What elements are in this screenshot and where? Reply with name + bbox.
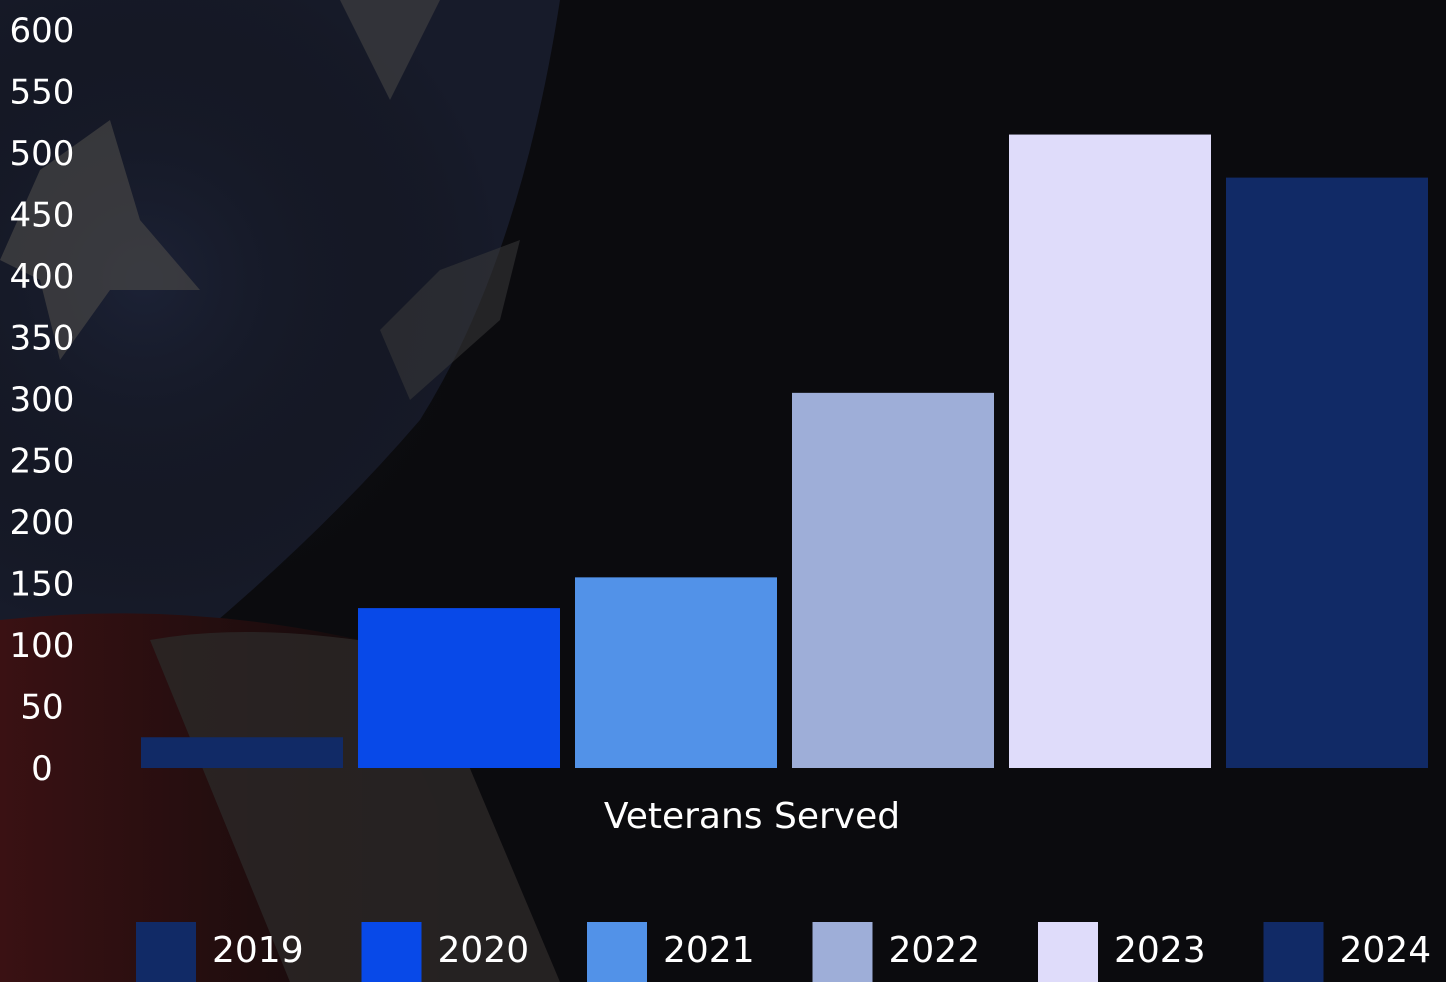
legend-swatch-2019	[136, 922, 196, 982]
y-tick-label: 300	[10, 380, 75, 420]
y-tick-label: 550	[10, 73, 75, 113]
legend-swatch-2022	[812, 922, 873, 982]
bar-2021	[575, 577, 777, 768]
flag-star	[340, 0, 440, 100]
legend-label-2022: 2022	[889, 930, 981, 971]
bar-2020	[358, 608, 560, 768]
y-tick-label: 500	[10, 134, 75, 174]
legend-label-2020: 2020	[438, 930, 530, 971]
legend-swatch-2024	[1263, 922, 1324, 982]
y-tick-label: 250	[10, 442, 75, 482]
y-axis-tick-labels: 0 50 100 150 200 250 300 350 400 450 500 550 600	[10, 11, 75, 789]
y-tick-label: 350	[10, 319, 75, 359]
legend-swatch-2021	[587, 922, 647, 982]
x-axis-label: Veterans Served	[604, 796, 900, 837]
flag-stripe-white	[150, 632, 560, 982]
y-tick-label: 450	[10, 196, 75, 236]
legend-label-2024: 2024	[1340, 930, 1432, 971]
bar-2023	[1009, 134, 1211, 769]
y-tick-label: 50	[20, 688, 63, 728]
legend-label-2021: 2021	[663, 930, 755, 971]
y-tick-label: 100	[10, 626, 75, 666]
legend-swatch-2020	[361, 922, 422, 982]
y-tick-label: 150	[10, 565, 75, 605]
legend-label-2023: 2023	[1114, 930, 1206, 971]
legend: 2019 2020 2021 2022 2023 2024	[136, 922, 1431, 982]
flag-star	[0, 120, 200, 360]
y-tick-label: 200	[10, 503, 75, 543]
flag-star	[380, 240, 520, 400]
bar-2022	[792, 392, 994, 768]
bars	[141, 134, 1428, 769]
bar-2024	[1226, 177, 1428, 769]
y-tick-label: 0	[31, 749, 53, 789]
legend-label-2019: 2019	[212, 930, 304, 971]
bar-2019	[141, 737, 343, 768]
y-tick-label: 600	[10, 11, 75, 51]
legend-swatch-2023	[1038, 922, 1098, 982]
y-tick-label: 400	[10, 257, 75, 297]
